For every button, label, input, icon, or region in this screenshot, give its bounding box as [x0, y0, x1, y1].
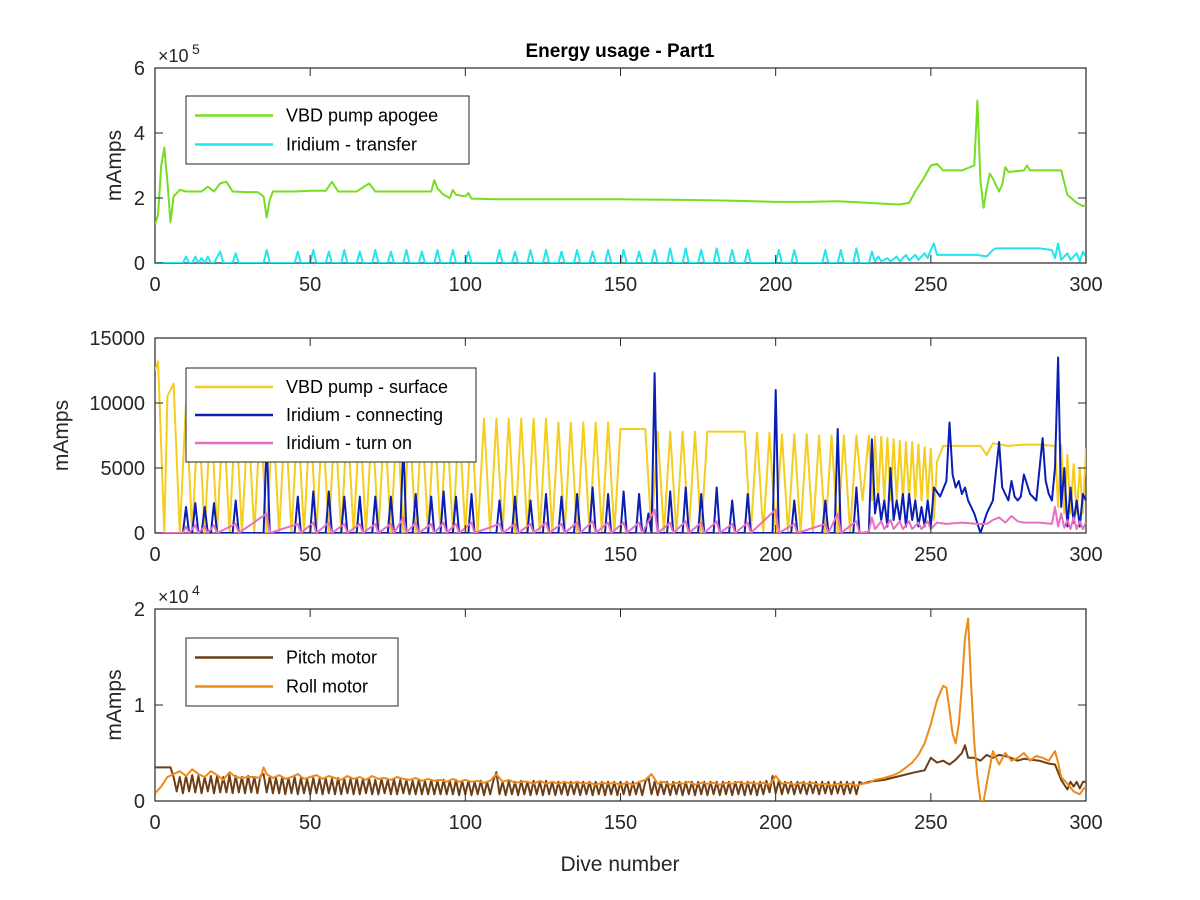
y-axis-label: mAmps [103, 669, 126, 740]
y-axis-label: mAmps [50, 400, 73, 471]
x-tick-label: 200 [759, 544, 792, 566]
x-tick-label: 0 [149, 274, 160, 296]
x-tick-label: 0 [149, 544, 160, 566]
series-line-vbd-apogee [155, 99, 1086, 225]
x-tick-label: 100 [449, 544, 482, 566]
x-tick-label: 150 [604, 812, 637, 834]
x-tick-label: 50 [299, 544, 321, 566]
y-tick-label: 10000 [89, 393, 145, 415]
panel-1: 0 50 100 150 200 250 300 0 2 4 6 ×10 5 mAmps VBD pump … [103, 41, 1103, 296]
legend-box [185, 95, 470, 165]
y-tick-label: 15000 [89, 328, 145, 350]
x-tick-label: 150 [604, 544, 637, 566]
legend-label: Iridium - turn on [286, 433, 412, 453]
y-tick-label: 0 [134, 253, 145, 275]
legend-label: VBD pump - surface [286, 377, 448, 397]
legend-label: VBD pump apogee [286, 106, 438, 126]
y-exponent-power: 5 [192, 41, 200, 57]
x-tick-label: 200 [759, 812, 792, 834]
x-tick-label: 250 [914, 274, 947, 296]
series-line-iridium-connecting [155, 356, 1086, 533]
y-tick-label: 4 [134, 123, 145, 145]
y-tick-label: 5000 [101, 458, 146, 480]
y-exponent-label: ×10 [158, 587, 189, 607]
x-tick-label: 150 [604, 274, 637, 296]
series-line-iridium-turn-on [155, 506, 1086, 533]
x-tick-label: 300 [1069, 812, 1102, 834]
panel-3: 0 50 100 150 200 250 300 0 1 2 ×10 4 mAmps Pitch moto… [103, 582, 1103, 834]
figure-title: Energy usage - Part1 [525, 41, 714, 62]
y-tick-label: 0 [134, 523, 145, 545]
x-tick-label: 300 [1069, 544, 1102, 566]
y-tick-label: 2 [134, 599, 145, 621]
x-axis-label: Dive number [560, 853, 679, 876]
series-line-vbd-surface [155, 360, 1086, 533]
legend-label: Iridium - connecting [286, 405, 443, 425]
series-line-roll-motor [155, 617, 1086, 801]
x-tick-label: 0 [149, 812, 160, 834]
x-tick-label: 50 [299, 812, 321, 834]
legend-box [185, 637, 399, 707]
x-tick-label: 100 [449, 812, 482, 834]
legend-label: Iridium - transfer [286, 135, 417, 155]
x-tick-label: 300 [1069, 274, 1102, 296]
x-tick-label: 50 [299, 274, 321, 296]
legend-label: Pitch motor [286, 648, 377, 668]
series-line-iridium-transfer [155, 242, 1086, 263]
y-tick-label: 0 [134, 791, 145, 813]
y-axis-label: mAmps [103, 130, 126, 201]
legend-label: Roll motor [286, 677, 368, 697]
y-exponent-power: 4 [192, 582, 200, 598]
x-tick-label: 200 [759, 274, 792, 296]
x-tick-label: 250 [914, 544, 947, 566]
x-tick-label: 100 [449, 274, 482, 296]
panel-2: 0 50 100 150 200 250 300 0 5000 10000 15000 mAmps VB… [50, 328, 1103, 566]
y-tick-label: 2 [134, 188, 145, 210]
x-tick-label: 250 [914, 812, 947, 834]
y-tick-label: 6 [134, 58, 145, 80]
y-tick-label: 1 [134, 695, 145, 717]
y-exponent-label: ×10 [158, 46, 189, 66]
